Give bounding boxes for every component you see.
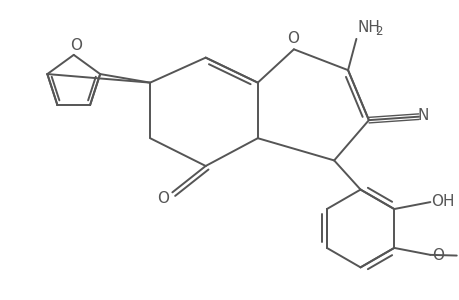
Text: O: O (431, 248, 443, 263)
Text: OH: OH (430, 194, 453, 209)
Text: NH: NH (357, 20, 380, 34)
Text: O: O (70, 38, 82, 52)
Text: N: N (416, 109, 428, 124)
Text: 2: 2 (374, 26, 381, 38)
Text: O: O (157, 191, 168, 206)
Text: O: O (286, 31, 298, 46)
